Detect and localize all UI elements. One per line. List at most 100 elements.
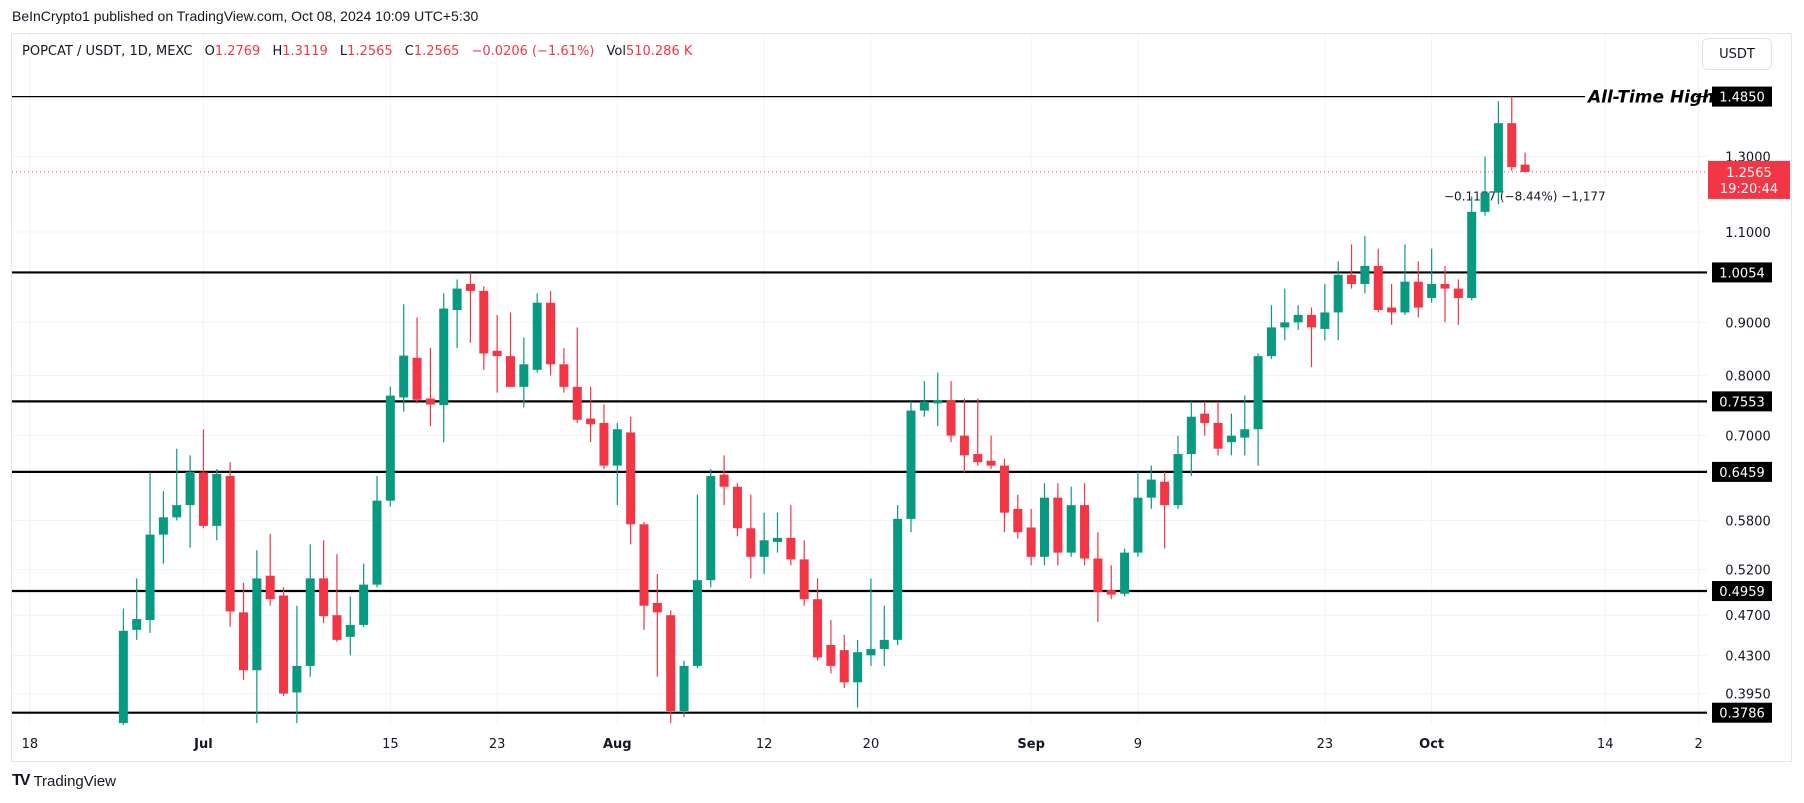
candle-body [572,386,582,420]
candle-body [1080,505,1090,559]
candle-body [973,454,983,463]
candle-up [385,386,395,507]
candle-up [1427,248,1437,303]
x-tick-label: 23 [489,737,506,752]
candle-body [279,595,289,694]
candle-body [1240,429,1250,438]
candle-body [919,401,929,411]
level-price-label: 0.7553 [1719,395,1765,410]
candle-up [172,448,182,521]
chart-frame [11,33,1792,762]
y-tick-label: 0.5800 [1725,514,1771,529]
candle-body [1347,274,1357,284]
candle-up [118,608,128,725]
candle-body [1186,416,1196,455]
candle-body [1333,274,1343,313]
candle-down [1026,508,1036,566]
candle-down [492,314,502,393]
tradingview-logo[interactable]: TV TradingView [12,772,116,790]
candle-up [1333,261,1343,341]
candle-down [1373,248,1383,313]
candle-up [252,550,262,724]
candle-down [839,634,849,688]
level-price-label: 0.6459 [1719,466,1765,481]
candle-body [359,584,369,625]
candle-up [1226,413,1236,456]
candle-down [1507,96,1517,171]
candle-up [853,639,863,708]
candle-up [879,605,889,666]
candle-body [1026,527,1036,557]
candle-body [959,435,969,456]
x-tick-label: Aug [603,737,632,752]
candle-down [746,494,756,579]
candle-body [1400,281,1410,313]
x-tick-label: 9 [1134,737,1142,752]
candle-down [546,290,556,376]
candle-body [786,537,796,560]
close-label: C [404,44,414,59]
candle-down [412,317,422,404]
candle-body [679,665,689,712]
level-price-label: 1.0054 [1719,266,1765,281]
candle-up [1240,395,1250,456]
candle-down [1200,401,1210,436]
candle-up [359,563,369,627]
candle-down [986,435,996,470]
symbol-title[interactable]: POPCAT / USDT, 1D, MEXC [22,44,193,59]
candle-up [305,544,315,677]
candle-body [239,612,248,671]
candle-body [1387,307,1397,313]
candle-up [1066,486,1076,557]
candle-up [1186,401,1196,477]
candle-body [719,474,729,487]
candle-down [1453,279,1463,325]
level-price-tag [1712,262,1772,283]
candle-body [1120,552,1130,594]
candle-up [1253,353,1263,466]
candle-body [1373,265,1383,310]
candle-body [185,471,195,506]
candle-down [506,312,515,387]
candle-up [1400,244,1410,315]
candle-up [145,472,155,633]
candle-body [212,473,222,526]
candle-up [1293,305,1303,330]
candle-up [399,304,409,412]
candle-body [1360,265,1370,284]
candle-body [225,476,235,612]
candle-body [118,630,128,724]
currency-button[interactable]: USDT [1702,38,1772,70]
candle-down [732,483,742,537]
y-tick-label: 0.4300 [1725,649,1771,664]
candle-up [679,660,689,718]
candle-body [1320,312,1330,329]
change-value: −0.0206 (−1.61%) [471,44,595,59]
candle-up [372,476,382,588]
candle-up [1360,236,1370,294]
y-tick-label: 0.3950 [1725,688,1771,703]
candle-down [813,578,823,661]
high-value: 1.3119 [282,44,328,59]
candle-body [1213,422,1223,449]
candle-down [319,540,329,623]
y-tick-label: 0.9000 [1725,316,1771,331]
level-price-tag [1712,702,1772,723]
candle-body [866,649,876,656]
candle-up [612,422,622,506]
x-tick-label: 2 [1695,737,1703,752]
candle-up [919,381,929,417]
candle-down [425,348,435,427]
x-tick-label: 20 [863,737,880,752]
candle-down [1440,265,1450,323]
candle-body [1520,164,1530,172]
candle-body [1106,590,1116,595]
candle-down [1520,152,1530,172]
candle-up [1493,101,1503,205]
candle-down [1213,401,1223,456]
tradingview-logo-icon: TV [12,772,31,789]
volume-label: Vol [606,44,626,59]
candle-down [999,458,1009,533]
candle-down [652,573,662,677]
